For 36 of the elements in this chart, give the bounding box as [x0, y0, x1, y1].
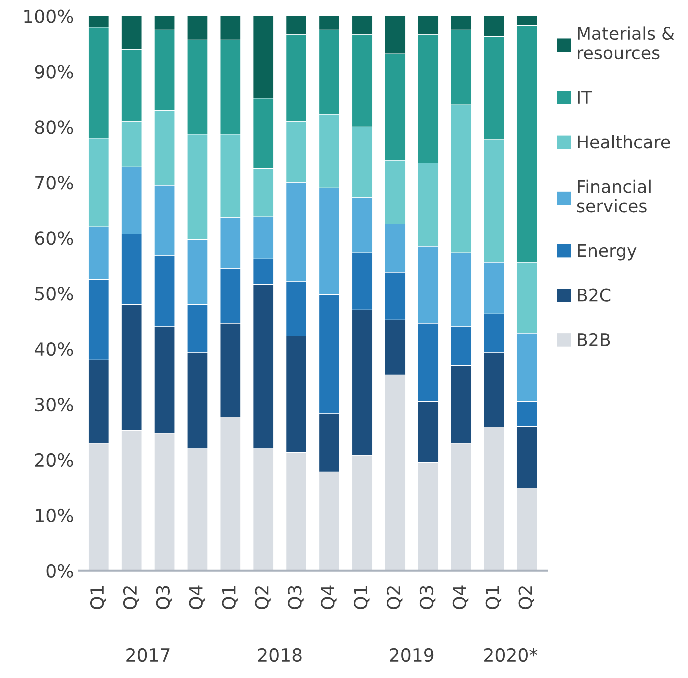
y-tick-label: 100%: [24, 10, 74, 24]
legend-label: IT: [578, 91, 592, 104]
y-tick-label: 60%: [35, 232, 74, 246]
text: 2020*: [484, 648, 538, 662]
legend-label: Financial services: [577, 180, 651, 213]
x-tick-label: Q2: [255, 586, 271, 610]
y-tick-label: 20%: [35, 453, 74, 468]
y-tick-label: 70%: [36, 176, 74, 190]
y-tick-label: 0%: [46, 564, 74, 578]
text: 2017: [126, 648, 170, 662]
y-tick-label: 30%: [36, 398, 74, 412]
x-tick-label: Q3: [156, 586, 172, 610]
x-tick-label: Q4: [452, 586, 469, 610]
y-tick-label: 10%: [36, 508, 74, 523]
x-tick-label: Q1: [486, 586, 502, 610]
x-tick-label: Q3: [420, 586, 436, 610]
legend-label: Healthcare: [578, 135, 670, 149]
x-tick-label: Q1: [354, 586, 370, 610]
x-tick-label: Q4: [321, 586, 337, 610]
y-tick-label: 40%: [35, 342, 74, 356]
x-tick-label: Q1: [90, 586, 106, 610]
x-tick-label: Q1: [222, 586, 238, 610]
x-tick-label: Q2: [386, 586, 403, 610]
x-tick-label: Q2: [518, 586, 534, 610]
y-tick-label: 90%: [35, 65, 74, 79]
legend-label: Materials & resources: [578, 26, 675, 60]
y-tick-label: 80%: [35, 120, 74, 134]
x-tick-label: Q4: [189, 586, 206, 610]
text: 2018: [258, 648, 302, 662]
legend-label: B2B: [578, 333, 610, 346]
x-tick-label: Q2: [123, 586, 140, 610]
y-tick-label: 50%: [36, 287, 74, 301]
x-tick-label: Q3: [288, 586, 304, 610]
legend-label: Energy: [578, 244, 637, 261]
legend-label: B2C: [578, 288, 611, 302]
text: 2019: [390, 648, 434, 662]
